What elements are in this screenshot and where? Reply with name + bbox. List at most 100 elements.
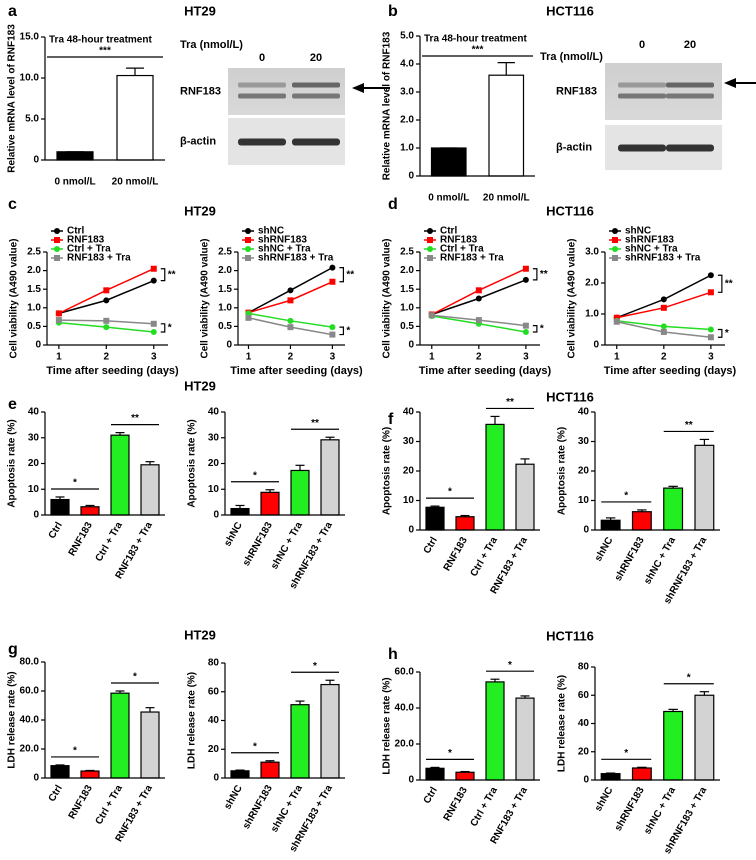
point — [287, 297, 294, 304]
panel-letter: c — [8, 196, 17, 213]
y-axis-label: Cell viability (A490 value) — [567, 238, 578, 358]
y-tick-label: 1.0 — [400, 302, 414, 313]
arrow-head — [352, 83, 364, 93]
bar — [230, 770, 250, 779]
bar — [515, 697, 535, 781]
x-tick-label: RNF183 — [442, 535, 470, 573]
panel-letter: d — [388, 196, 398, 213]
point — [287, 287, 294, 294]
significance: *** — [472, 45, 484, 56]
band — [618, 93, 666, 99]
x-tick-label: shRNF183 — [613, 535, 647, 583]
y-tick-label: 2.5 — [27, 247, 41, 258]
bar — [600, 519, 621, 531]
legend-marker — [427, 228, 433, 234]
chart-title: HT29 — [184, 3, 216, 18]
x-tick-label: 0 nmol/L — [428, 193, 469, 204]
y-axis-label: Apoptosis rate (%) — [382, 427, 393, 515]
y-tick-label: 3.0 — [585, 247, 599, 258]
x-tick-label: shNC + Tra — [642, 535, 678, 586]
y-tick-label: 20.0 — [395, 739, 415, 750]
significance: ** — [725, 278, 733, 289]
x-tick-label: Ctrl + Tra — [469, 535, 501, 579]
y-tick-label: 5.0 — [25, 114, 39, 125]
significance: ** — [131, 413, 139, 424]
significance: ** — [168, 269, 176, 280]
point — [103, 324, 110, 331]
y-tick-label: 2.0 — [400, 265, 414, 276]
y-axis-label: Cell viability (A490 value) — [382, 238, 393, 358]
legend-label: shRNF183 — [258, 235, 307, 246]
y-tick-label: 10 — [28, 484, 40, 495]
y-tick-label: 20 — [578, 746, 590, 757]
chart-title: HCT116 — [546, 3, 594, 18]
blot-image — [605, 63, 722, 120]
bar — [110, 434, 130, 516]
x-tick-label: shNC — [222, 783, 245, 811]
point — [329, 264, 336, 271]
point — [660, 323, 667, 330]
band — [292, 82, 340, 88]
bar — [600, 773, 621, 781]
significance-bracket — [717, 274, 723, 293]
y-axis-label: Relative mRNA level of RNF183 — [7, 24, 18, 173]
legend-marker — [427, 237, 433, 243]
point — [103, 297, 110, 304]
y-tick-label: 40.0 — [395, 703, 415, 714]
x-tick-label: Ctrl — [422, 535, 440, 556]
significance: *** — [99, 46, 111, 57]
y-tick-label: 1.0 — [27, 302, 41, 313]
y-tick-label: 60.0 — [395, 667, 415, 678]
x-tick-label: shNC — [593, 535, 616, 563]
y-axis-label: Apoptosis rate (%) — [187, 419, 198, 507]
legend-marker — [427, 255, 433, 261]
point — [329, 324, 336, 331]
y-tick-label: 10.0 — [20, 73, 40, 84]
y-tick-label: 0 — [408, 340, 414, 351]
x-tick-label: 3 — [151, 352, 157, 363]
chart-title: HT29 — [184, 627, 216, 642]
significance: * — [725, 328, 729, 339]
y-tick-label: 0 — [35, 340, 41, 351]
bar — [50, 765, 70, 779]
significance: * — [73, 746, 77, 757]
x-tick-label: 3 — [708, 352, 714, 363]
x-tick-label: shNC — [593, 785, 616, 813]
y-tick-label: 1.5 — [27, 284, 41, 295]
x-tick-label: Ctrl + Tra — [94, 783, 126, 827]
legend-marker — [245, 255, 251, 261]
y-tick-label: 0.5 — [400, 321, 414, 332]
legend-label: shNC + Tra — [258, 244, 311, 255]
panel-letter: a — [8, 3, 17, 20]
y-tick-label: 40 — [403, 407, 415, 418]
x-tick-label: 1 — [246, 352, 252, 363]
y-tick-label: 40 — [578, 407, 590, 418]
significance: * — [624, 748, 628, 759]
chart-title: HT29 — [184, 378, 216, 393]
band — [292, 93, 340, 99]
bar — [80, 506, 100, 516]
y-tick-label: 15.0 — [20, 32, 40, 43]
panel-letter: f — [388, 411, 394, 428]
legend-marker — [54, 237, 60, 243]
panel-letter: e — [8, 396, 17, 413]
lane-label: 20 — [310, 52, 322, 64]
point — [707, 289, 714, 296]
band-label: β-actin — [556, 141, 592, 153]
y-tick-label: 5.0 — [400, 31, 414, 42]
panel-letter: g — [8, 641, 18, 658]
legend-marker — [245, 237, 251, 243]
chart-title: HT29 — [184, 203, 216, 218]
legend-marker — [245, 246, 251, 252]
legend-label: shRNF183 + Tra — [625, 253, 701, 264]
bar — [485, 681, 505, 781]
point — [475, 317, 482, 324]
legend-marker — [245, 228, 251, 234]
lane-label: 0 — [259, 52, 265, 64]
y-tick-label: 20.0 — [20, 744, 40, 755]
legend-label: RNF183 — [67, 235, 105, 246]
y-tick-label: 4.0 — [400, 59, 414, 70]
bar — [80, 770, 100, 779]
y-tick-label: 60 — [578, 690, 590, 701]
bar — [694, 444, 715, 531]
